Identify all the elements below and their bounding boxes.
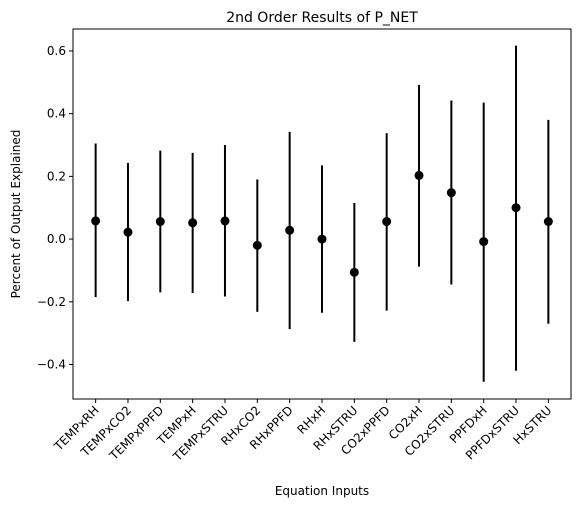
data-point bbox=[414, 170, 424, 180]
x-axis-label: Equation Inputs bbox=[275, 484, 369, 498]
data-point bbox=[91, 216, 101, 226]
data-point bbox=[252, 240, 262, 250]
data-point bbox=[123, 227, 133, 237]
chart-title: 2nd Order Results of P_NET bbox=[226, 10, 418, 26]
y-tick-label: 0.6 bbox=[47, 44, 66, 58]
data-point bbox=[479, 237, 489, 247]
data-point bbox=[155, 217, 165, 227]
y-tick-label: −0.4 bbox=[37, 358, 66, 372]
y-axis: −0.4 −0.2 0.0 0.2 0.4 0.6 bbox=[37, 44, 73, 372]
data-point bbox=[220, 216, 230, 226]
y-axis-label: Percent of Output Explained bbox=[9, 130, 23, 299]
data-point bbox=[382, 217, 392, 227]
data-point bbox=[349, 267, 359, 277]
y-tick-label: 0.4 bbox=[47, 107, 66, 121]
y-tick-label: 0.2 bbox=[47, 169, 66, 183]
data-point bbox=[543, 217, 553, 227]
data-point bbox=[511, 203, 521, 213]
data-point bbox=[188, 218, 198, 228]
data-point bbox=[285, 225, 295, 235]
data-point bbox=[317, 234, 327, 244]
y-tick-label: 0.0 bbox=[47, 232, 66, 246]
plot-area bbox=[91, 45, 553, 382]
y-tick-label: −0.2 bbox=[37, 295, 66, 309]
data-point bbox=[446, 188, 456, 198]
